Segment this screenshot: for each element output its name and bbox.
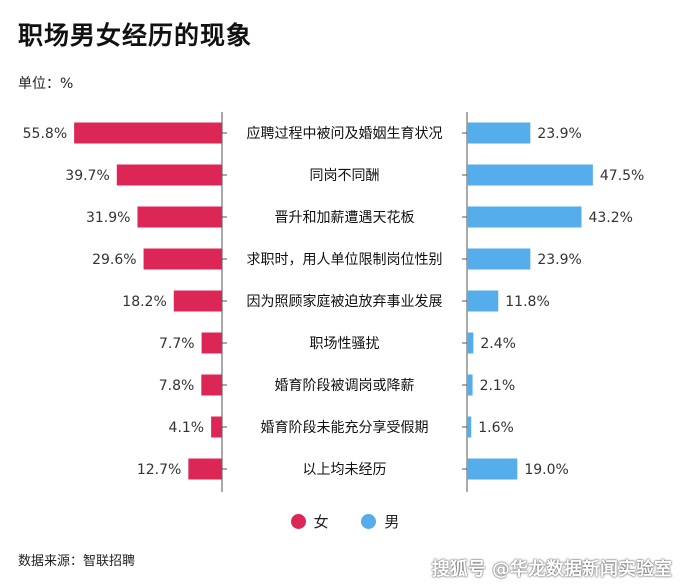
category-label: 以上均未经历 [303,462,387,478]
category-label: 职场性骚扰 [310,336,380,352]
bar-female [137,206,222,228]
data-label-male: 43.2% [588,210,632,226]
diverging-bar-chart: 55.8% 23.9% 应聘过程中被问及婚姻生育状况 39.7% 47.5% 同岗不同酬 3… [23,112,644,492]
data-label-female: 12.7% [137,462,181,478]
legend-swatch-male [361,514,377,529]
legend: 女 男 [0,511,690,533]
legend-swatch-female [290,514,306,529]
data-label-male: 11.8% [505,294,549,310]
category-label: 婚育阶段未能充分享受假期 [261,419,429,436]
data-label-male: 2.4% [480,336,516,352]
bar-male [467,164,593,186]
data-label-male: 2.1% [480,378,516,394]
data-label-female: 7.7% [159,336,195,352]
data-label-male: 23.9% [537,126,581,142]
data-label-female: 31.9% [86,210,130,226]
bar-male [467,458,518,480]
legend-label-male: 男 [384,513,400,531]
data-label-male: 23.9% [537,252,581,268]
data-label-male: 47.5% [600,168,644,184]
bar-male [467,122,531,144]
bar-male [467,416,472,438]
data-label-female: 29.6% [92,252,136,268]
bar-female [201,374,222,396]
data-label-female: 4.1% [169,420,205,436]
bar-female [211,416,222,438]
category-label: 婚育阶段被调岗或降薪 [275,378,415,394]
chart-title: 职场男女经历的现象 [18,21,253,50]
bar-female [116,164,222,186]
category-label: 应聘过程中被问及婚姻生育状况 [247,125,443,142]
watermark: 搜狐号 @华龙数据新闻实验室 [431,559,672,580]
legend-label-female: 女 [313,513,329,531]
bar-male [467,248,531,270]
legend-item-female: 女 [290,511,329,532]
bar-male [467,290,499,312]
bar-male [467,374,473,396]
bar-female [74,122,222,144]
data-label-male: 1.6% [478,420,514,436]
category-label: 晋升和加薪遭遇天花板 [275,210,415,226]
bar-female [188,458,222,480]
bar-female [201,332,222,354]
bar-female [173,290,222,312]
bar-male [467,332,474,354]
unit-label: 单位：% [18,76,74,92]
bar-female [143,248,222,270]
bar-male [467,206,582,228]
data-label-female: 18.2% [122,294,166,310]
data-label-female: 39.7% [65,168,109,184]
data-label-female: 55.8% [23,126,67,142]
data-label-female: 7.8% [159,378,195,394]
category-label: 求职时，用人单位限制岗位性别 [247,252,443,268]
category-label: 因为照顾家庭被迫放弃事业发展 [247,293,443,310]
category-label: 同岗不同酬 [310,168,380,184]
data-label-male: 19.0% [524,462,568,478]
legend-item-male: 男 [361,511,399,532]
data-source: 数据来源：智联招聘 [18,554,136,569]
